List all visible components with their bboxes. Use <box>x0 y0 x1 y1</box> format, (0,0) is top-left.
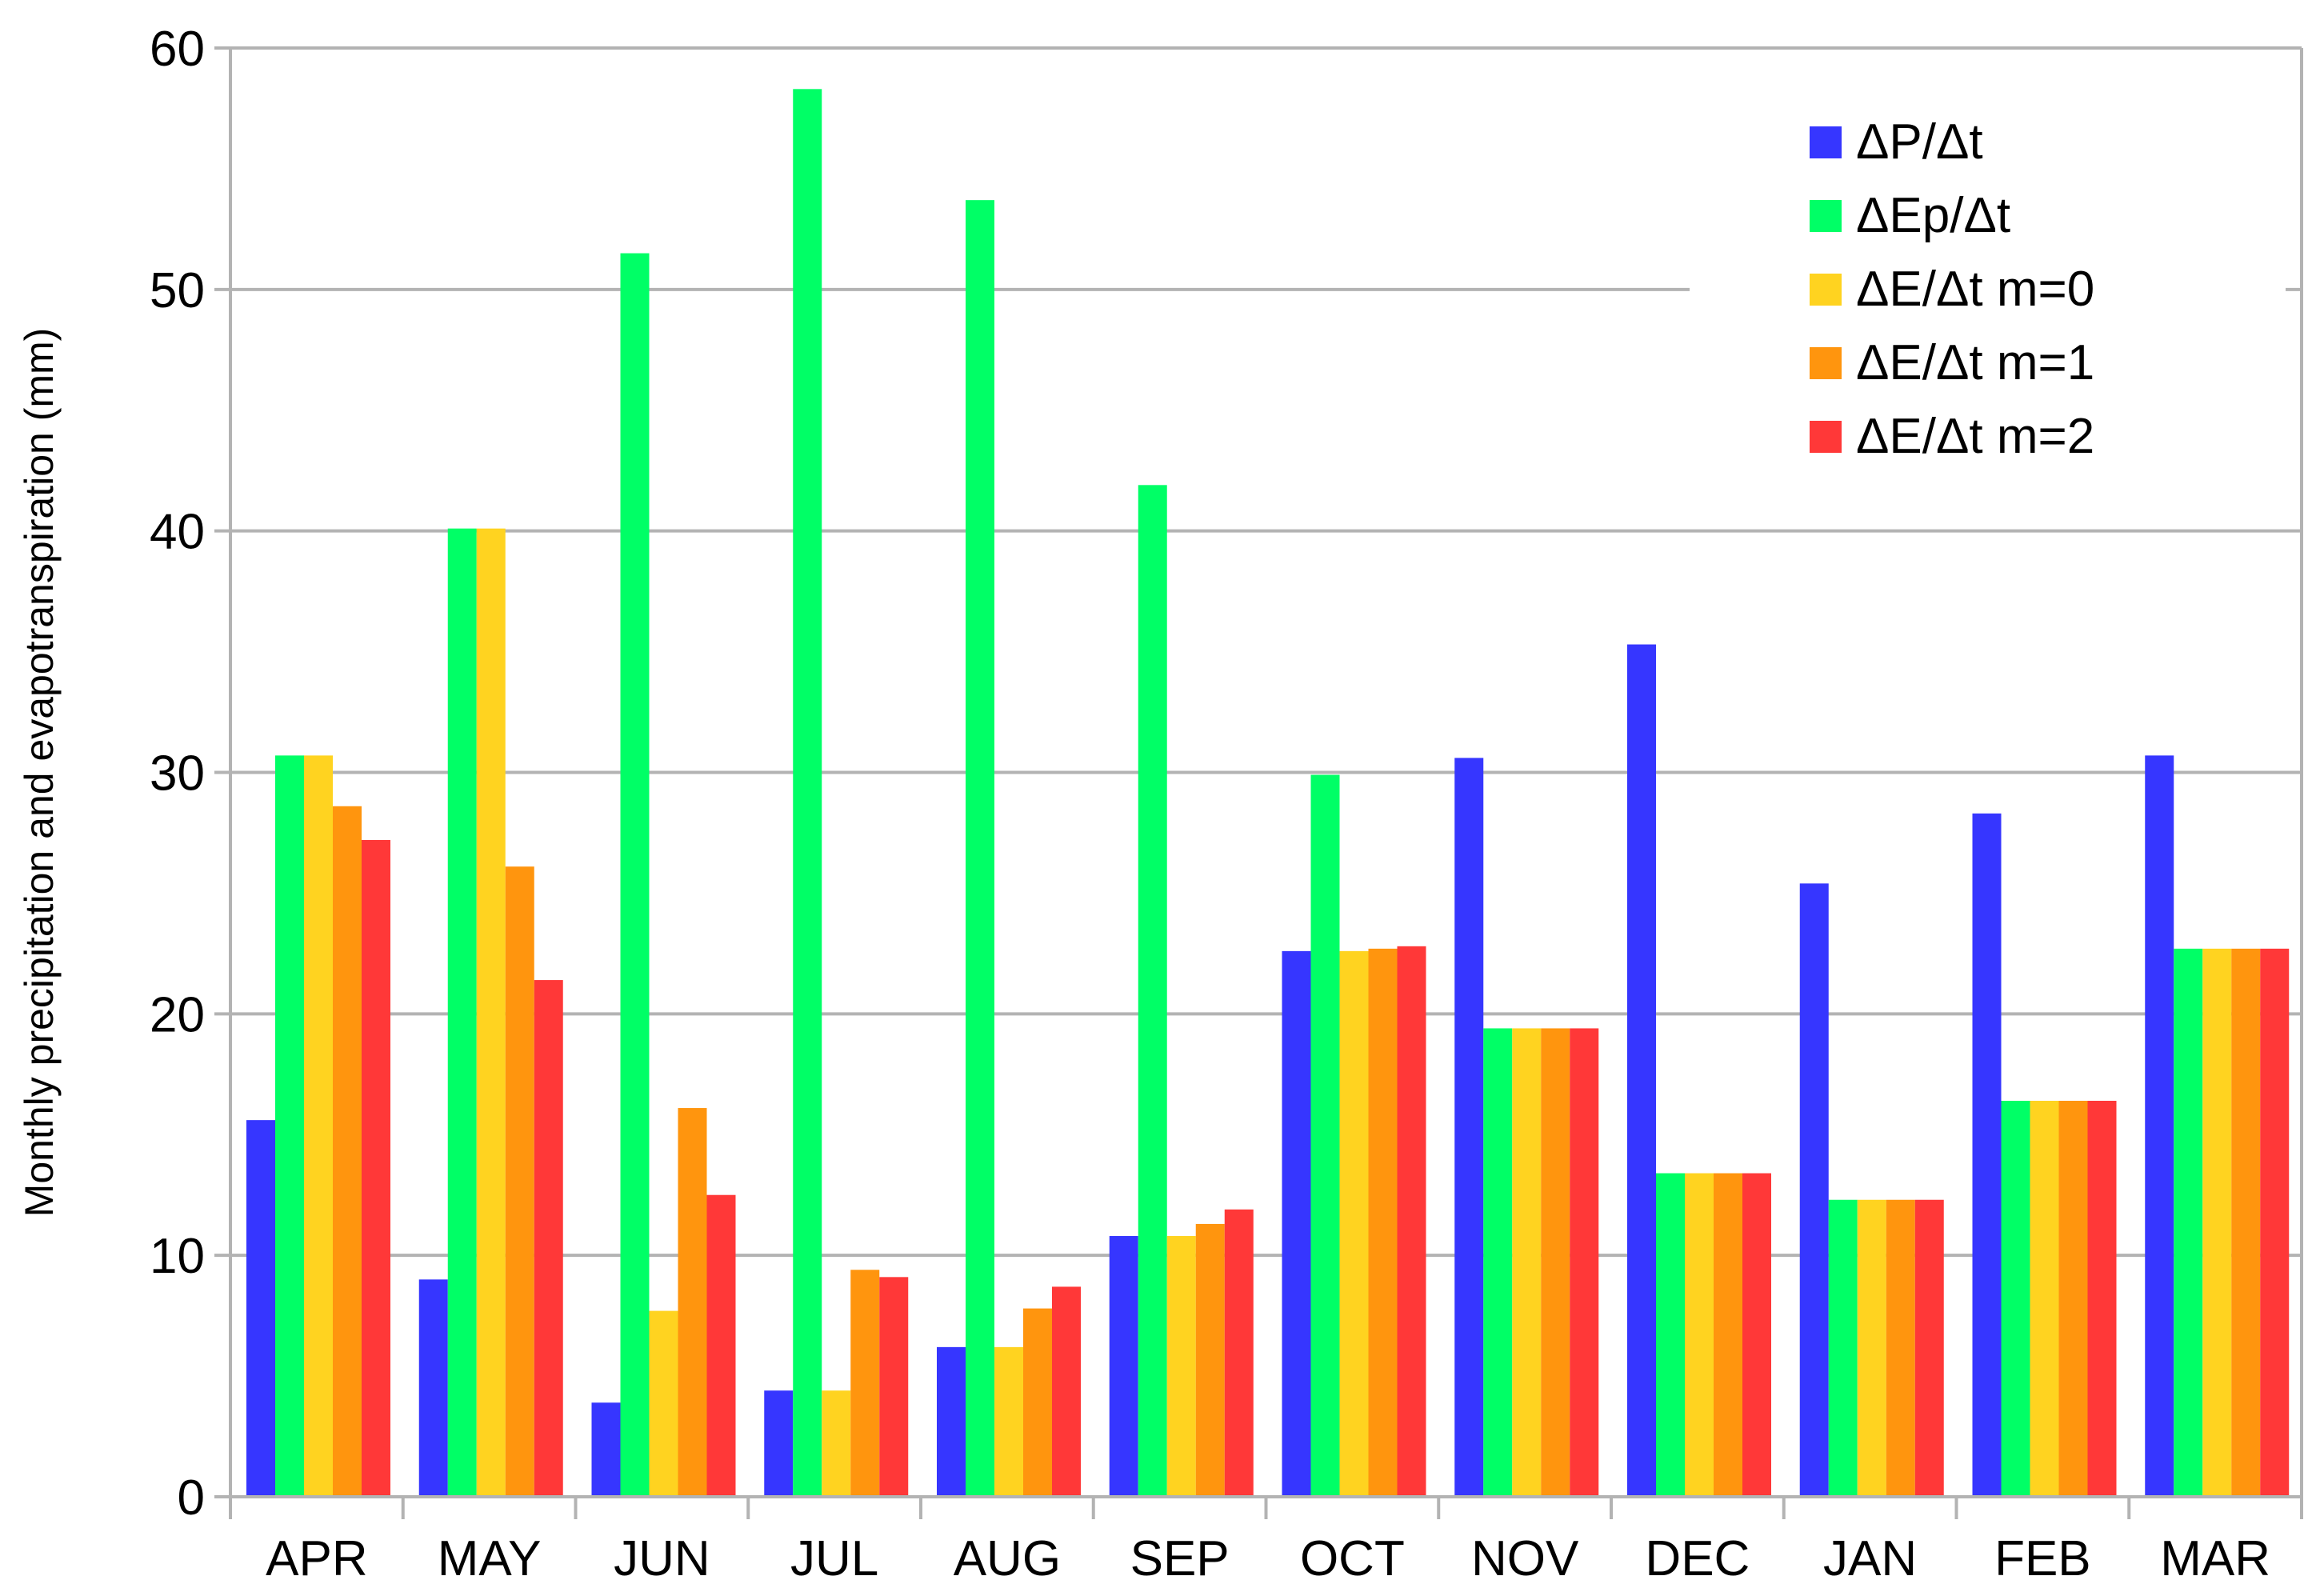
y-tick-label: 50 <box>150 263 205 318</box>
legend-label: ΔE/Δt m=0 <box>1856 262 2094 317</box>
bar-jun-series-4 <box>678 1108 707 1497</box>
bar-feb-series-3 <box>2030 1100 2059 1497</box>
bar-jul-series-1 <box>764 1390 794 1497</box>
bar-nov-series-5 <box>1570 1028 1599 1497</box>
bar-jan-series-4 <box>1886 1199 1915 1497</box>
bar-feb-series-2 <box>2001 1100 2030 1497</box>
bar-feb-series-4 <box>2058 1100 2088 1497</box>
bar-apr-series-1 <box>246 1120 275 1497</box>
bar-jul-series-2 <box>793 89 822 1498</box>
legend-swatch <box>1810 126 1842 158</box>
bar-dec-series-5 <box>1742 1173 1771 1497</box>
bar-jan-series-2 <box>1828 1199 1858 1497</box>
axes <box>214 46 2303 1519</box>
bar-aug-series-3 <box>994 1346 1023 1497</box>
legend-label: ΔEp/Δt <box>1856 188 2010 243</box>
bar-apr-series-2 <box>275 755 304 1497</box>
bar-jul-series-4 <box>850 1270 880 1497</box>
legend-label: ΔE/Δt m=2 <box>1856 409 2094 464</box>
bar-nov-series-4 <box>1541 1028 1570 1497</box>
bar-apr-series-5 <box>362 840 390 1497</box>
bar-jan-series-1 <box>1799 883 1829 1497</box>
bar-jun-series-2 <box>620 253 650 1497</box>
bar-may-series-5 <box>534 980 563 1497</box>
bars <box>246 89 2290 1498</box>
y-tick-label: 0 <box>178 1470 205 1526</box>
x-tick-label: AUG <box>954 1531 1061 1584</box>
y-axis-title: Monthly precipitation and evapotranspira… <box>17 328 62 1218</box>
legend-swatch <box>1810 200 1842 232</box>
y-tick-label: 40 <box>150 505 205 560</box>
bar-aug-series-2 <box>966 200 994 1497</box>
bar-mar-series-1 <box>2145 755 2174 1497</box>
x-tick-label: JAN <box>1823 1531 1917 1584</box>
bar-mar-series-4 <box>2231 948 2261 1497</box>
legend-swatch <box>1810 421 1842 453</box>
bar-sep-series-1 <box>1109 1236 1138 1497</box>
legend-box <box>1690 104 2286 501</box>
bar-oct-series-2 <box>1310 774 1340 1497</box>
bar-mar-series-3 <box>2202 948 2232 1497</box>
bar-jun-series-3 <box>649 1310 678 1497</box>
bar-dec-series-2 <box>1656 1173 1685 1497</box>
bar-jul-series-5 <box>879 1277 909 1497</box>
x-tick-label: JUN <box>614 1531 710 1584</box>
bar-jun-series-5 <box>706 1194 736 1497</box>
legend-swatch <box>1810 347 1842 379</box>
y-tick-label: 20 <box>150 987 205 1042</box>
bar-may-series-2 <box>447 528 477 1497</box>
bar-nov-series-3 <box>1512 1028 1542 1497</box>
x-tick-label: SEP <box>1130 1531 1230 1584</box>
bar-may-series-4 <box>505 866 534 1497</box>
legend: ΔP/Δt ΔEp/Δt ΔE/Δt m=0 ΔE/Δt m=1 ΔE/Δt m=2 <box>1690 104 2286 501</box>
legend-label: ΔP/Δt <box>1856 114 1983 170</box>
bar-sep-series-5 <box>1224 1209 1254 1497</box>
bar-apr-series-3 <box>304 755 333 1497</box>
y-tick-label: 60 <box>150 22 205 77</box>
labels: 0 10 20 30 40 50 60 APR MAY JUN JUL AUG SEP OCT NOV DEC… <box>17 22 2270 1586</box>
bar-aug-series-1 <box>937 1346 966 1497</box>
bar-dec-series-3 <box>1685 1173 1714 1497</box>
bar-oct-series-1 <box>1282 950 1311 1497</box>
x-tick-label: DEC <box>1645 1531 1750 1584</box>
bar-apr-series-4 <box>333 806 362 1497</box>
bar-dec-series-1 <box>1627 644 1656 1497</box>
x-tick-label: MAY <box>438 1531 542 1584</box>
y-tick-label: 30 <box>150 746 205 802</box>
x-tick-label: MAR <box>2160 1531 2270 1584</box>
bar-jan-series-3 <box>1857 1199 1886 1497</box>
x-tick-label: JUL <box>790 1531 878 1584</box>
x-tick-label: APR <box>266 1531 367 1584</box>
bar-jul-series-3 <box>822 1390 851 1497</box>
bar-jan-series-5 <box>1914 1199 1944 1497</box>
bar-nov-series-2 <box>1483 1028 1513 1497</box>
bar-sep-series-3 <box>1166 1236 1196 1497</box>
x-tick-label: FEB <box>1994 1531 2091 1584</box>
bar-feb-series-1 <box>1972 813 2002 1497</box>
bar-oct-series-5 <box>1397 946 1426 1497</box>
bar-aug-series-5 <box>1052 1286 1081 1497</box>
bar-oct-series-4 <box>1368 948 1398 1497</box>
bar-feb-series-5 <box>2087 1100 2117 1497</box>
bar-may-series-1 <box>418 1279 448 1497</box>
x-tick-label: OCT <box>1300 1531 1405 1584</box>
legend-label: ΔE/Δt m=1 <box>1856 335 2094 390</box>
y-tick-label: 10 <box>150 1229 205 1284</box>
bar-jun-series-1 <box>591 1402 621 1497</box>
bar-aug-series-4 <box>1023 1308 1052 1497</box>
bar-may-series-3 <box>476 528 506 1497</box>
legend-swatch <box>1810 274 1842 306</box>
x-tick-label: NOV <box>1471 1531 1579 1584</box>
bar-oct-series-3 <box>1339 950 1369 1497</box>
bar-dec-series-4 <box>1714 1173 1742 1497</box>
bar-sep-series-2 <box>1138 485 1167 1497</box>
bar-nov-series-1 <box>1454 758 1484 1497</box>
bar-mar-series-2 <box>2174 948 2203 1497</box>
bar-sep-series-4 <box>1195 1223 1225 1497</box>
bar-mar-series-5 <box>2260 948 2290 1497</box>
